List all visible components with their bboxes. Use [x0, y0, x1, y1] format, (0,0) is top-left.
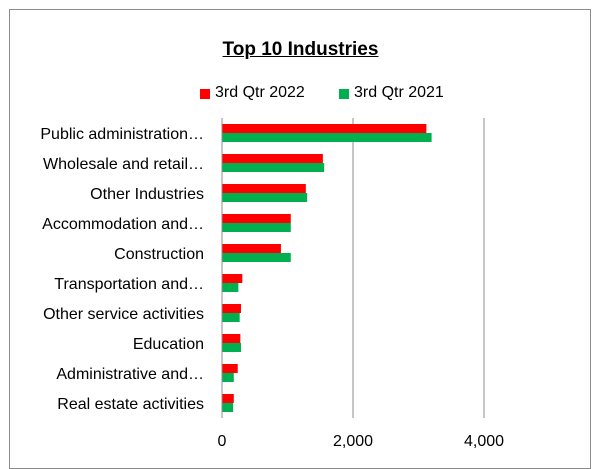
bar-2021-7 [222, 343, 241, 352]
x-tick-label-2: 4,000 [464, 433, 504, 450]
bar-2022-8 [222, 364, 238, 373]
bar-2021-2 [222, 193, 308, 202]
category-label-3: Accommodation and… [42, 216, 204, 233]
category-label-1: Wholesale and retail… [43, 156, 204, 173]
category-label-9: Real estate activities [57, 396, 204, 413]
bar-2022-3 [222, 214, 291, 223]
chart-frame [9, 9, 591, 469]
bar-2021-9 [222, 403, 234, 412]
bar-2022-1 [222, 154, 323, 163]
x-tick-label-0: 0 [218, 433, 227, 450]
category-label-4: Construction [114, 246, 204, 263]
legend-swatch-2021 [339, 89, 349, 99]
bar-2021-1 [222, 163, 325, 172]
category-label-6: Other service activities [43, 306, 204, 323]
bar-2021-0 [222, 133, 432, 142]
bar-2021-8 [222, 373, 234, 382]
bar-2021-5 [222, 283, 239, 292]
bar-2022-2 [222, 184, 306, 193]
chart-title: Top 10 Industries [222, 39, 379, 60]
category-label-7: Education [133, 336, 204, 353]
category-label-2: Other Industries [90, 186, 204, 203]
legend-label-2021: 3rd Qtr 2021 [354, 84, 444, 101]
legend-swatch-2022 [200, 89, 210, 99]
bar-2022-4 [222, 244, 281, 253]
bar-2022-0 [222, 124, 427, 133]
bar-2021-6 [222, 313, 240, 322]
category-label-8: Administrative and… [56, 366, 204, 383]
bar-2022-5 [222, 274, 243, 283]
legend-label-2022: 3rd Qtr 2022 [215, 84, 305, 101]
bar-2021-3 [222, 223, 291, 232]
bar-2022-7 [222, 334, 241, 343]
category-label-0: Public administration… [40, 126, 204, 143]
bar-2022-9 [222, 394, 234, 403]
x-tick-label-1: 2,000 [333, 433, 373, 450]
bar-2021-4 [222, 253, 291, 262]
bar-2022-6 [222, 304, 241, 313]
category-label-5: Transportation and… [54, 276, 204, 293]
